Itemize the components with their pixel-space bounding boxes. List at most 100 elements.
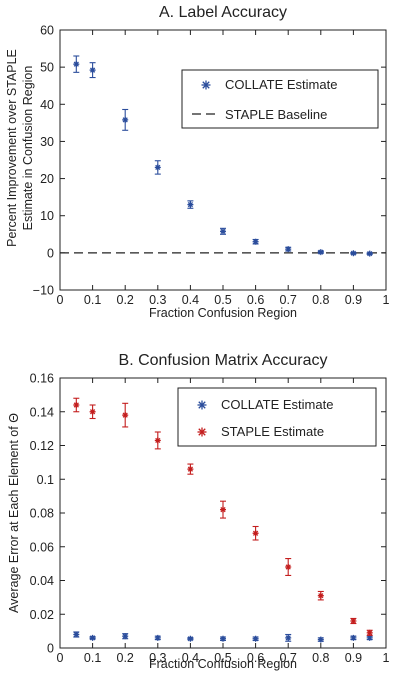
data-point-collate-estimate: [317, 249, 324, 256]
x-tick-label: 0: [57, 293, 64, 307]
data-layer: [73, 397, 373, 643]
legend-star: [197, 400, 207, 410]
data-point-staple-estimate: [285, 564, 292, 570]
x-tick-label: 0.2: [117, 651, 134, 665]
data-point-collate-estimate: [73, 631, 80, 638]
plot-frame: [59, 29, 387, 291]
y-tick-label: −10: [33, 284, 54, 298]
data-point-collate-estimate: [122, 116, 129, 123]
y-tick-label: 0.16: [30, 372, 54, 386]
legend: COLLATE Estimate STAPLE Estimate: [177, 387, 377, 447]
data-point-collate-estimate: [122, 633, 129, 640]
legend-marker-collate: [197, 400, 207, 410]
y-tick-label: 60: [40, 24, 54, 38]
data-point-collate-estimate: [73, 61, 80, 68]
data-point-collate-estimate: [187, 201, 194, 208]
chart-panel-confusion-matrix-accuracy: B. Confusion Matrix Accuracy Average Err…: [7, 352, 390, 671]
y-tick-label: 0.02: [30, 608, 54, 622]
legend-box: [177, 387, 377, 447]
x-tick-label: 0.5: [214, 651, 231, 665]
x-tick-label: 0.1: [84, 651, 101, 665]
x-tick-label: 0.4: [182, 293, 199, 307]
legend-marker-collate: [201, 80, 211, 90]
data-point-collate-estimate: [154, 164, 161, 171]
x-tick-label: 0.7: [280, 293, 297, 307]
y-tick-label: 40: [40, 98, 54, 112]
data-point-staple-estimate: [89, 408, 96, 415]
x-tick-label: 0.7: [280, 651, 297, 665]
data-layer: [73, 55, 373, 257]
x-tick-label: 0.6: [247, 651, 264, 665]
data-point-collate-estimate: [366, 250, 373, 257]
y-tick-label: 0.12: [30, 439, 54, 453]
x-tick-label: 0.2: [117, 293, 134, 307]
y-tick-label: 0.14: [30, 405, 54, 419]
data-point-staple-estimate: [220, 506, 226, 513]
axis-ticks: 0 0.1 0.2 0.3 0.4 0.5 0.6 0.7 0.8 0.9 1 0 0.02 0.04 0.…: [30, 372, 390, 666]
y-tick-label: 0: [47, 642, 54, 656]
x-tick-label: 0.4: [182, 651, 199, 665]
y-tick-label: 0.08: [30, 507, 54, 521]
axis-ticks: 0 0.1 0.2 0.3 0.4 0.5 0.6 0.7 0.8 0.9 1−1001020304…: [33, 24, 390, 308]
y-axis-title: Average Error at Each Element of Θ: [7, 413, 21, 613]
x-tick-label: 0.8: [312, 651, 329, 665]
x-tick-label: 1: [383, 651, 390, 665]
data-point-staple-estimate: [187, 466, 194, 473]
x-tick-label: 0.3: [149, 293, 166, 307]
chart-panel-label-accuracy: A. Label Accuracy Percent Improvement ov…: [5, 4, 390, 320]
y-tick-label: 0.1: [37, 473, 54, 487]
chart-title: A. Label Accuracy: [159, 4, 287, 21]
legend-star: [201, 80, 211, 90]
y-tick-label: 20: [40, 172, 54, 186]
data-point-collate-estimate: [350, 250, 357, 257]
data-point-collate-estimate: [220, 228, 226, 235]
data-point-staple-estimate: [154, 437, 161, 444]
data-point-staple-estimate: [73, 402, 80, 408]
x-tick-label: 1: [383, 293, 390, 307]
y-tick-label: 0: [47, 246, 54, 260]
y-tick-label: 10: [40, 209, 54, 223]
y-tick-label: 50: [40, 61, 54, 75]
x-axis-title: Fraction Confusion Region: [149, 306, 297, 320]
data-point-collate-estimate: [285, 246, 292, 253]
legend-star: [197, 427, 207, 437]
y-tick-label: 0.04: [30, 574, 54, 588]
data-point-collate-estimate: [154, 634, 161, 641]
legend: COLLATE Estimate STAPLE Baseline: [181, 69, 379, 129]
legend-box: [181, 69, 379, 129]
data-point-collate-estimate: [220, 635, 226, 642]
x-tick-label: 0: [57, 651, 64, 665]
x-axis-title: Fraction Confusion Region: [149, 657, 297, 671]
data-point-staple-estimate: [366, 629, 373, 636]
data-point-staple-estimate: [252, 530, 259, 537]
legend-label-staple-baseline: STAPLE Baseline: [225, 107, 327, 122]
data-point-collate-estimate: [317, 636, 324, 643]
data-point-staple-estimate: [317, 592, 324, 599]
data-point-collate-estimate: [89, 67, 96, 74]
legend-label-collate: COLLATE Estimate: [225, 77, 337, 92]
x-tick-label: 0.9: [345, 293, 362, 307]
data-point-collate-estimate: [285, 634, 292, 641]
data-point-staple-estimate: [122, 412, 129, 419]
x-tick-label: 0.9: [345, 651, 362, 665]
legend-label-staple: STAPLE Estimate: [221, 424, 324, 439]
chart-title: B. Confusion Matrix Accuracy: [119, 352, 328, 369]
x-tick-label: 0.1: [84, 293, 101, 307]
data-point-collate-estimate: [187, 635, 194, 642]
x-tick-label: 0.6: [247, 293, 264, 307]
y-axis-title-line-1: Percent Improvement over STAPLE: [5, 49, 19, 247]
y-tick-label: 30: [40, 135, 54, 149]
legend-label-collate: COLLATE Estimate: [221, 397, 333, 412]
x-tick-label: 0.3: [149, 651, 166, 665]
y-axis-title-line-2: Estimate in Confusion Region: [21, 66, 35, 231]
data-point-collate-estimate: [350, 634, 357, 641]
data-point-collate-estimate: [252, 238, 259, 245]
legend-marker-staple: [197, 427, 207, 437]
data-point-collate-estimate: [252, 635, 259, 642]
y-tick-label: 0.06: [30, 540, 54, 554]
x-tick-label: 0.8: [312, 293, 329, 307]
x-tick-label: 0.5: [214, 293, 231, 307]
data-point-staple-estimate: [350, 618, 357, 624]
data-point-collate-estimate: [89, 634, 96, 641]
